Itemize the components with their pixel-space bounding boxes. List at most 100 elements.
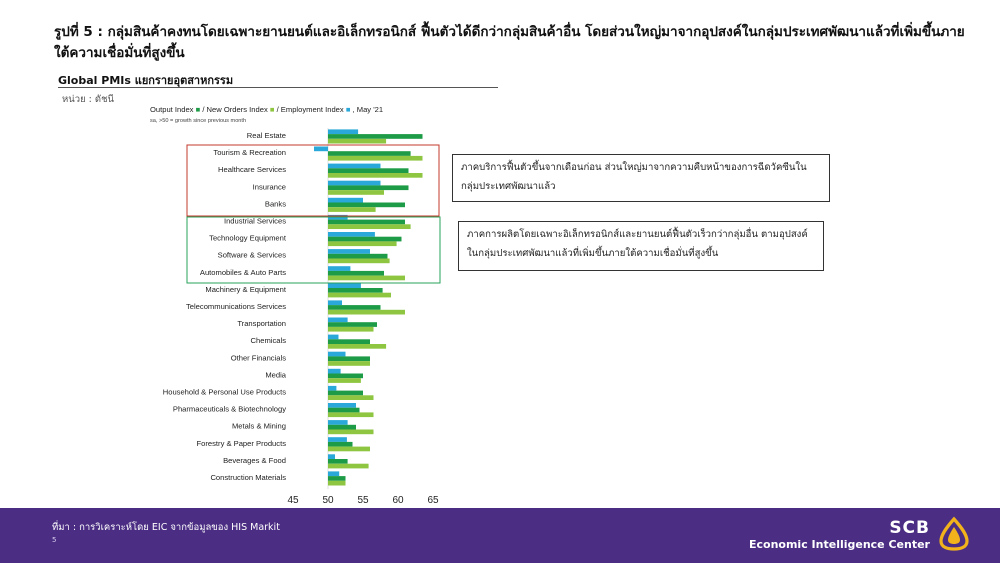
source-text: ที่มา : การวิเคราะห์โดย EIC จากข้อมูลของ… — [52, 522, 280, 533]
bar-employment-index — [328, 403, 356, 408]
legend-output-swatch: ■ — [196, 105, 201, 114]
bar-employment-index — [328, 163, 381, 169]
bar-new-orders-index — [328, 173, 423, 178]
bar-output-index — [328, 253, 388, 259]
bar-new-orders-index — [328, 275, 405, 281]
bar-new-orders-index — [328, 190, 384, 195]
bar-new-orders-index — [328, 292, 391, 298]
bar-employment-index — [328, 197, 363, 203]
x-tick-label: 65 — [427, 495, 439, 506]
category-label: Telecommunications Services — [186, 302, 286, 311]
bar-employment-index — [328, 368, 341, 374]
x-tick-label: 55 — [357, 495, 369, 506]
category-label: Other Financials — [231, 353, 286, 362]
bar-output-index — [328, 441, 353, 447]
bar-new-orders-index — [328, 241, 397, 247]
bar-employment-index — [328, 266, 351, 271]
bar-new-orders-index — [328, 155, 423, 161]
legend-employment-label: / Employment Index — [277, 105, 346, 114]
category-label: Insurance — [253, 182, 286, 191]
bar-output-index — [328, 219, 405, 225]
bar-employment-index — [328, 249, 370, 254]
category-label: Software & Services — [218, 251, 287, 260]
bar-new-orders-index — [328, 412, 374, 418]
legend-output-label: Output Index — [150, 105, 194, 114]
category-label: Media — [265, 370, 286, 379]
x-tick-label: 50 — [322, 495, 334, 506]
chart-subtitle: Global PMIs แยกรายอุตสาหกรรม — [58, 74, 234, 87]
pmi-bar-chart: Output Index ■ / New Orders Index ■ / Em… — [150, 105, 441, 506]
legend-neworders-label: / New Orders Index — [202, 105, 270, 114]
category-label: Technology Equipment — [209, 234, 287, 243]
footer-bar: ที่มา : การวิเคราะห์โดย EIC จากข้อมูลของ… — [0, 508, 1000, 563]
services-annotation: ภาคบริการฟื้นตัวขึ้นจากเดือนก่อน ส่วนใหญ… — [452, 154, 830, 202]
category-label: Automobiles & Auto Parts — [200, 268, 286, 277]
bar-new-orders-index — [328, 378, 361, 383]
bar-output-index — [328, 288, 383, 293]
bar-employment-index — [328, 283, 361, 288]
bar-employment-index — [328, 317, 348, 323]
bar-employment-index — [328, 180, 381, 186]
bar-new-orders-index — [328, 361, 370, 366]
bar-new-orders-index — [328, 207, 376, 212]
category-label: Pharmaceuticals & Biotechnology — [173, 405, 286, 414]
bar-new-orders-index — [328, 429, 374, 435]
bar-output-index — [328, 168, 409, 173]
bar-employment-index — [328, 437, 347, 442]
legend-note: sa, >50 = growth since previous month — [150, 118, 246, 124]
subtitle-divider — [58, 87, 498, 88]
bar-output-index — [328, 236, 402, 242]
bar-new-orders-index — [328, 446, 370, 452]
bar-output-index — [328, 459, 348, 464]
brand-block: SCB Economic Intelligence Center — [749, 519, 930, 552]
bar-output-index — [328, 424, 356, 430]
bar-employment-index — [328, 300, 342, 306]
bar-employment-index — [328, 129, 359, 135]
bar-output-index — [328, 476, 346, 481]
category-label: Transportation — [237, 319, 286, 328]
category-label: Machinery & Equipment — [205, 285, 287, 294]
category-label: Banks — [265, 199, 286, 208]
category-label: Household & Personal Use Products — [163, 388, 286, 397]
category-label: Chemicals — [251, 336, 287, 345]
bar-output-index — [328, 356, 370, 362]
bar-new-orders-index — [328, 258, 390, 264]
bar-output-index — [328, 185, 409, 191]
bar-new-orders-index — [328, 224, 411, 229]
category-label: Forestry & Paper Products — [197, 439, 287, 448]
bar-new-orders-index — [328, 309, 405, 315]
bar-employment-index — [328, 232, 375, 237]
bar-new-orders-index — [328, 395, 374, 400]
bar-output-index — [328, 270, 384, 276]
legend-text: Output Index ■ / New Orders Index ■ / Em… — [150, 105, 383, 114]
brand-name: SCB — [889, 518, 930, 538]
bar-employment-index — [314, 146, 328, 152]
unit-label: หน่วย : ดัชนี — [62, 94, 115, 105]
bar-output-index — [328, 407, 360, 413]
category-label: Metals & Mining — [232, 422, 286, 431]
bar-new-orders-index — [328, 463, 369, 469]
bar-output-index — [328, 134, 423, 139]
category-label: Healthcare Services — [218, 165, 286, 174]
scb-logo-icon — [939, 516, 969, 551]
page-title: รูปที่ 5 : กลุ่มสินค้าคงทนโดยเฉพาะยานยนต… — [54, 24, 965, 61]
bar-new-orders-index — [328, 344, 387, 349]
page-number: 5 — [52, 536, 57, 544]
bar-output-index — [328, 339, 370, 344]
bar-employment-index — [328, 471, 340, 477]
category-label: Industrial Services — [224, 217, 286, 226]
bar-output-index — [328, 373, 363, 379]
x-tick-label: 45 — [287, 495, 299, 506]
bar-new-orders-index — [328, 138, 387, 144]
x-tick-label: 60 — [392, 495, 404, 506]
bar-employment-index — [328, 420, 348, 425]
bar-employment-index — [328, 334, 339, 340]
category-label: Tourism & Recreation — [213, 148, 286, 157]
bar-output-index — [328, 151, 411, 156]
bar-output-index — [328, 390, 363, 396]
legend-employment-swatch: ■ — [346, 105, 351, 114]
bar-employment-index — [328, 454, 335, 459]
bar-output-index — [328, 202, 405, 208]
bar-new-orders-index — [328, 480, 346, 486]
services-highlight-box — [186, 144, 440, 217]
